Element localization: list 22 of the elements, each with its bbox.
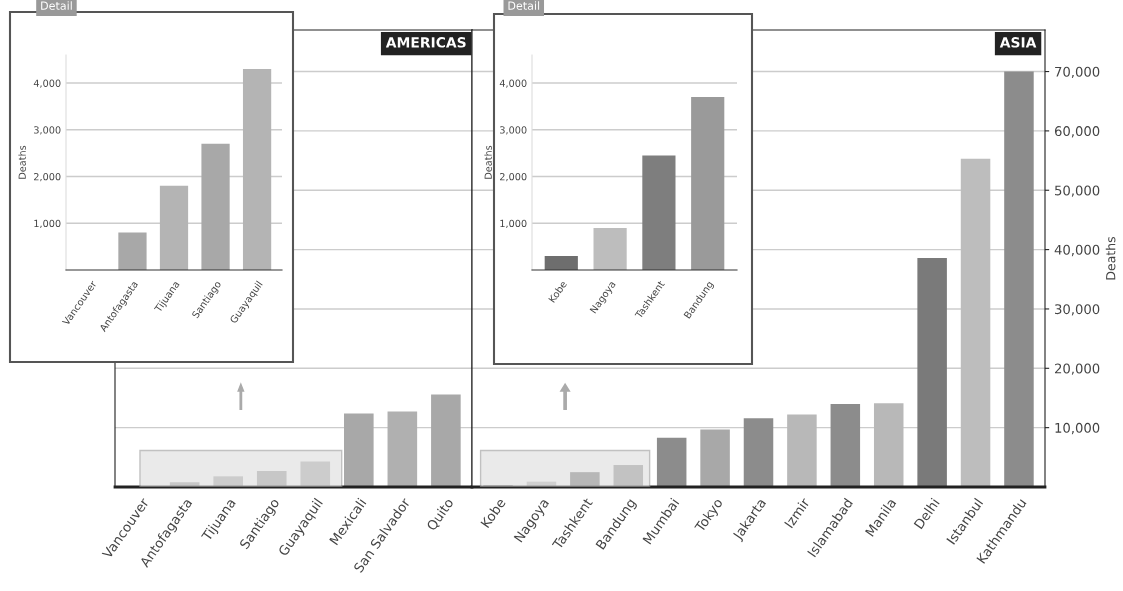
y-axis-title: Deaths [1105,236,1116,280]
y-tick-label: 20,000 [1054,363,1100,375]
y-tick-label: 1,000 [34,219,61,229]
chart-title: AMERICAS [385,37,466,48]
y-tick-label: 2,000 [500,173,527,182]
y-tick-label: 4,000 [33,79,61,88]
y-tick-label: 30,000 [1055,304,1100,316]
y-tick-label: 40,000 [1054,244,1100,257]
y-axis-title: Deaths [484,145,492,179]
y-axis-title: Deaths [18,145,26,179]
y-tick-label: 10,000 [1055,422,1100,435]
chart-title: ASIA [999,37,1037,48]
chart-title: Detail [508,1,540,10]
y-tick-label: 4,000 [499,79,527,88]
y-tick-label: 70,000 [1055,66,1100,79]
chart-title: Detail [41,1,72,10]
y-tick-label: 50,000 [1055,185,1100,197]
y-tick-label: 2,000 [34,173,61,182]
y-tick-label: 3,000 [34,126,61,135]
y-tick-label: 3,000 [500,126,527,135]
y-tick-label: 1,000 [500,219,527,229]
y-tick-label: 60,000 [1054,126,1100,138]
